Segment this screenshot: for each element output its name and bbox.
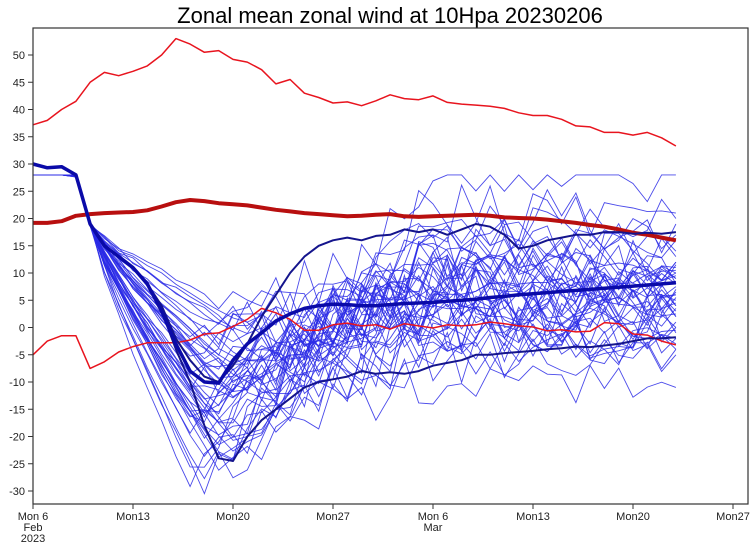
ensemble-member-line bbox=[33, 174, 677, 317]
ensemble-member-line bbox=[33, 174, 677, 393]
y-tick-label: 0 bbox=[19, 323, 25, 335]
y-tick-label: 30 bbox=[13, 159, 25, 171]
x-tick-label: Mon27 bbox=[316, 511, 350, 523]
x-tick-label: Mon27 bbox=[716, 511, 750, 523]
y-tick-label: 10 bbox=[13, 268, 25, 280]
ensemble-member-line bbox=[33, 174, 677, 468]
ensemble-member-line bbox=[33, 174, 677, 369]
ensemble-member-line bbox=[33, 174, 677, 436]
y-tick-label: -15 bbox=[9, 404, 25, 416]
y-tick-label: -10 bbox=[9, 377, 25, 389]
ensemble-member-line bbox=[33, 174, 676, 329]
ensemble-member-line bbox=[33, 174, 677, 480]
y-tick-label: -20 bbox=[9, 432, 25, 444]
y-tick-label: 50 bbox=[13, 50, 25, 62]
ensemble-member-line bbox=[33, 174, 676, 371]
y-tick-label: 25 bbox=[13, 186, 25, 198]
x-tick-label: Mon13 bbox=[516, 511, 550, 523]
climatology-min-line bbox=[32, 307, 677, 370]
ensemble-member-line bbox=[33, 174, 677, 385]
y-tick-label: -30 bbox=[9, 486, 25, 498]
x-tick-label: Mon 6 bbox=[18, 511, 49, 523]
series-lines bbox=[32, 37, 677, 462]
y-tick-label: -5 bbox=[15, 350, 25, 362]
x-tick-label: Mon 6 bbox=[418, 511, 449, 523]
ensemble-member-line bbox=[33, 174, 677, 415]
ensemble-member-line bbox=[33, 174, 676, 488]
ensemble-member-line bbox=[33, 174, 677, 423]
chart-title: Zonal mean zonal wind at 10Hpa 20230206 bbox=[177, 3, 603, 28]
plot-frame bbox=[32, 27, 749, 505]
y-tick-label: 15 bbox=[13, 241, 25, 253]
ensemble-member-line bbox=[33, 174, 677, 349]
x-tick-label: Feb bbox=[24, 522, 43, 534]
y-tick-label: 5 bbox=[19, 295, 25, 307]
x-tick-label: 2023 bbox=[21, 533, 45, 545]
ensemble-member-line bbox=[33, 174, 677, 446]
y-tick-label: 20 bbox=[13, 214, 25, 226]
ensemble-member-line bbox=[33, 174, 677, 407]
climatology-mean-line bbox=[33, 198, 677, 243]
y-tick-label: 35 bbox=[13, 132, 25, 144]
y-tick-label: -25 bbox=[9, 459, 25, 471]
climatology-max-line bbox=[32, 37, 677, 147]
ensemble-member-line bbox=[33, 174, 677, 422]
ensemble-mean-line bbox=[32, 162, 677, 385]
ensemble-member-line bbox=[33, 174, 677, 385]
ensemble-member-line bbox=[33, 174, 676, 495]
ensemble-members bbox=[33, 174, 677, 495]
ensemble-member-line bbox=[33, 174, 677, 439]
ensemble-member-line bbox=[33, 174, 677, 365]
y-tick-label: 45 bbox=[13, 77, 25, 89]
ensemble-member-line bbox=[33, 174, 677, 325]
x-tick-label: Mon13 bbox=[116, 511, 150, 523]
x-tick-label: Mon20 bbox=[616, 511, 650, 523]
y-tick-label: 40 bbox=[13, 105, 25, 117]
x-tick-label: Mon20 bbox=[216, 511, 250, 523]
ensemble-member-line bbox=[33, 174, 676, 457]
x-tick-label: Mar bbox=[424, 522, 443, 534]
